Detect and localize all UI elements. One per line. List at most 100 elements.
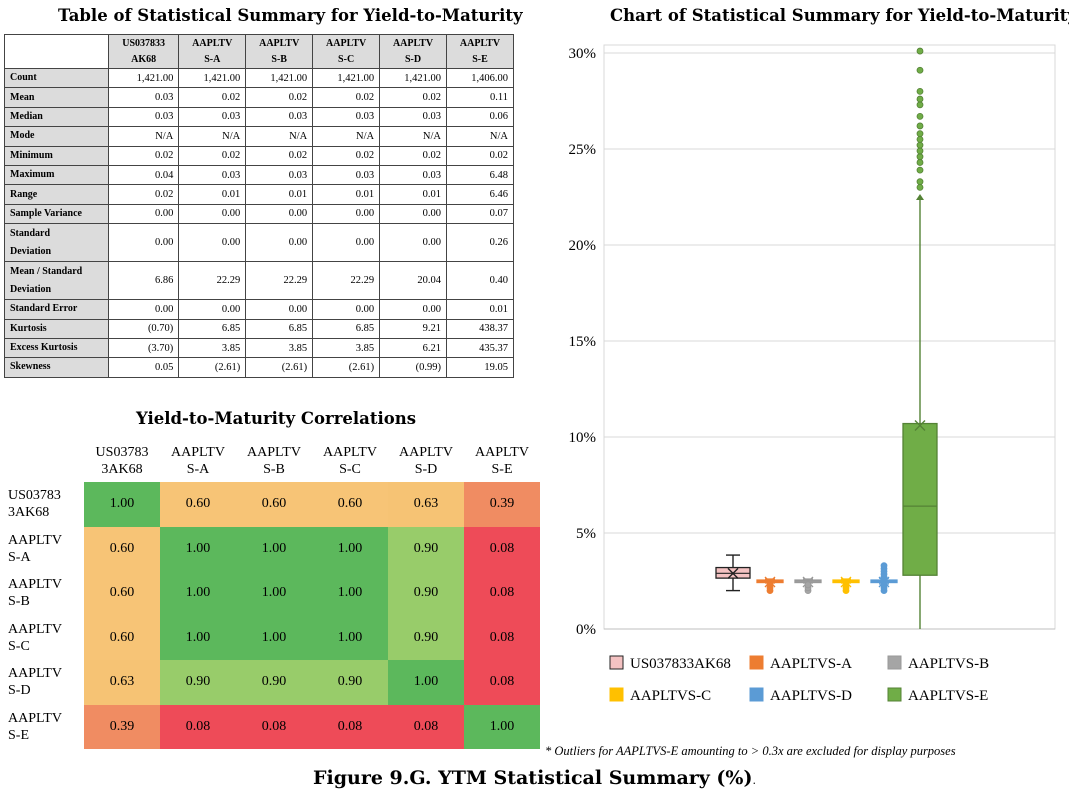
- summary-cell: 0.00: [107, 299, 180, 320]
- chart-footnote: * Outliers for AAPLTVS-E amounting to > …: [545, 744, 956, 758]
- summary-row: Mean / Standard Deviation 6.86 22.29 22.29 22…: [4, 261, 514, 301]
- correlation-cell: 0.39: [84, 704, 160, 749]
- summary-row: Standard Deviation 0.00 0.00 0.00 0.00 0.00 0.2…: [4, 223, 514, 263]
- mean-marker: [727, 567, 739, 579]
- label-line: S-C: [338, 53, 355, 65]
- legend-swatch: [887, 687, 902, 702]
- correlation-cell: 0.60: [312, 482, 388, 527]
- correlation-header-row: US03783 3AK68 AAPLTV S-A AAPLTV S-B AAPLTV S-C A…: [6, 440, 540, 482]
- outlier-point: [916, 153, 924, 161]
- correlation-row: AAPLTV S-D 0.63 0.90 0.90 0.90 1.00 0.08: [6, 660, 540, 705]
- outlier-point: [916, 147, 924, 155]
- summary-cell: 0.00: [107, 203, 180, 225]
- correlation-cell: 0.08: [236, 704, 312, 749]
- summary-cell: 0.00: [178, 203, 247, 225]
- correlation-column-header: AAPLTV S-C: [312, 440, 388, 482]
- summary-cell: N/A: [379, 126, 447, 147]
- label-line: AAPLTV: [8, 577, 62, 593]
- summary-cell: 20.04: [379, 261, 447, 301]
- summary-row-label: Minimum: [4, 145, 109, 166]
- summary-cell: 0.04: [107, 164, 180, 186]
- label-line: Excess Kurtosis: [10, 342, 78, 354]
- summary-row: Range 0.02 0.01 0.01 0.01 0.01 6.46: [4, 184, 514, 205]
- summary-cell: 0.00: [312, 299, 381, 320]
- summary-cell: 0.03: [107, 87, 180, 108]
- summary-cell: 435.37: [446, 337, 514, 359]
- summary-row: Excess Kurtosis (3.70) 3.85 3.85 3.85 6.21 435…: [4, 337, 514, 359]
- label-line: AAPLTV: [326, 37, 367, 49]
- summary-cell: 0.03: [312, 164, 381, 186]
- correlation-cell: 0.08: [464, 526, 540, 571]
- summary-cell: 1,406.00: [446, 67, 514, 89]
- summary-row: Mean 0.03 0.02 0.02 0.02 0.02 0.11: [4, 87, 514, 108]
- correlation-cell: 1.00: [464, 704, 540, 749]
- correlation-cell: 0.08: [312, 704, 388, 749]
- summary-cell: 0.02: [178, 145, 247, 166]
- summary-cell: 22.29: [245, 261, 314, 301]
- plot-area-frame: [603, 44, 1056, 630]
- correlation-cell: 0.90: [388, 615, 464, 660]
- label-line: Kurtosis: [10, 322, 47, 334]
- summary-cell: 0.02: [379, 87, 447, 108]
- correlation-cell: 0.08: [464, 615, 540, 660]
- correlation-cell: 1.00: [236, 526, 312, 571]
- correlation-column-header: AAPLTV S-D: [388, 440, 464, 482]
- summary-cell: 0.00: [245, 203, 314, 225]
- correlation-cell: 1.00: [236, 615, 312, 660]
- label-line: S-C: [339, 462, 361, 477]
- label-line: Minimum: [10, 149, 53, 161]
- label-line: AAPLTV: [247, 445, 301, 460]
- summary-row: Median 0.03 0.03 0.03 0.03 0.03 0.06: [4, 106, 514, 128]
- summary-cell: 0.00: [245, 299, 314, 320]
- outlier-point: [842, 581, 850, 589]
- label-line: Standard: [10, 227, 51, 239]
- summary-row-label: Mean / Standard Deviation: [4, 261, 109, 301]
- summary-cell: 6.46: [446, 184, 514, 205]
- summary-cell: N/A: [178, 126, 247, 147]
- outlier-point: [804, 581, 812, 589]
- summary-cell: 0.05: [107, 357, 180, 378]
- label-line: AAPLTV: [8, 532, 62, 548]
- summary-cell: 0.01: [379, 184, 447, 205]
- summary-cell: 0.02: [312, 87, 381, 108]
- correlation-row-label: AAPLTV S-B: [6, 571, 84, 616]
- outlier-point: [880, 562, 888, 570]
- outlier-point: [766, 581, 774, 589]
- correlation-cell: 0.90: [236, 660, 312, 705]
- summary-cell: 6.85: [178, 318, 247, 339]
- summary-cell: 0.01: [446, 299, 514, 320]
- summary-table-title: Table of Statistical Summary for Yield-t…: [58, 6, 523, 25]
- outlier-point: [916, 130, 924, 138]
- summary-cell: (2.61): [245, 357, 314, 378]
- summary-row-label: Count: [4, 67, 109, 89]
- summary-row-label: Maximum: [4, 164, 109, 186]
- summary-column-header: AAPLTV S-A: [178, 34, 247, 69]
- label-line: Median: [10, 110, 43, 122]
- summary-row-label: Sample Variance: [4, 203, 109, 225]
- correlation-row-label: AAPLTV S-A: [6, 526, 84, 571]
- correlation-cell: 0.08: [464, 660, 540, 705]
- summary-cell: 0.03: [379, 106, 447, 128]
- correlation-cell: 0.08: [464, 571, 540, 616]
- outlier-point: [916, 101, 924, 109]
- summary-cell: 0.02: [446, 145, 514, 166]
- correlation-cell: 0.60: [84, 571, 160, 616]
- correlation-cell: 0.90: [388, 526, 464, 571]
- summary-cell: 1,421.00: [245, 67, 314, 89]
- y-tick-label: 30%: [569, 46, 597, 62]
- y-tick-label: 10%: [569, 430, 597, 446]
- summary-row-label: Kurtosis: [4, 318, 109, 339]
- figure-caption: Figure 9.G. YTM Statistical Summary (%).: [313, 767, 756, 789]
- legend-swatch: [749, 655, 764, 670]
- summary-cell: 1,421.00: [312, 67, 381, 89]
- summary-cell: 0.03: [245, 106, 314, 128]
- summary-cell: N/A: [312, 126, 381, 147]
- summary-cell: 22.29: [312, 261, 381, 301]
- correlation-column-header: AAPLTV S-E: [464, 440, 540, 482]
- summary-cell: 0.26: [446, 223, 514, 263]
- summary-cell: 0.03: [178, 106, 247, 128]
- correlation-corner-cell: [6, 440, 84, 482]
- label-line: AAPLTV: [8, 621, 62, 637]
- correlation-cell: 0.90: [312, 660, 388, 705]
- summary-cell: 6.86: [107, 261, 180, 301]
